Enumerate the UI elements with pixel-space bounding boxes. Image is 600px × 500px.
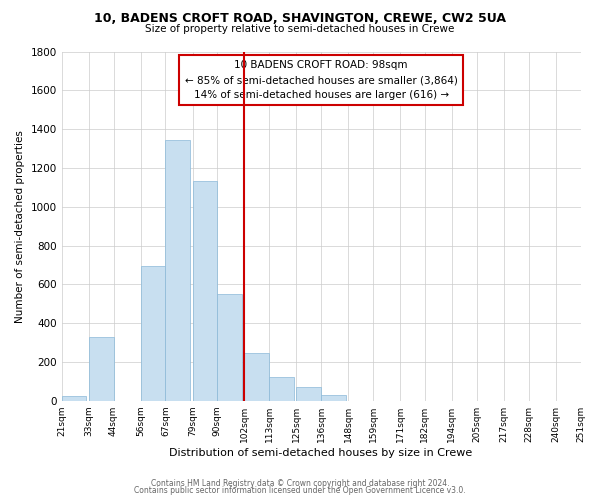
Bar (89, 336, 113, 400)
Bar (62, 396, 86, 400)
Bar (244, 353, 269, 401)
Text: Contains HM Land Registry data © Crown copyright and database right 2024.: Contains HM Land Registry data © Crown c… (151, 478, 449, 488)
Bar (296, 387, 321, 400)
Bar (269, 378, 294, 400)
Bar (193, 182, 217, 400)
Bar (166, 140, 190, 400)
X-axis label: Distribution of semi-detached houses by size in Crewe: Distribution of semi-detached houses by … (169, 448, 473, 458)
Text: Size of property relative to semi-detached houses in Crewe: Size of property relative to semi-detach… (145, 24, 455, 34)
Text: Contains public sector information licensed under the Open Government Licence v3: Contains public sector information licen… (134, 486, 466, 495)
Text: 10, BADENS CROFT ROAD, SHAVINGTON, CREWE, CW2 5UA: 10, BADENS CROFT ROAD, SHAVINGTON, CREWE… (94, 12, 506, 26)
Bar (321, 395, 346, 400)
Text: 10 BADENS CROFT ROAD: 98sqm
← 85% of semi-detached houses are smaller (3,864)
14: 10 BADENS CROFT ROAD: 98sqm ← 85% of sem… (185, 60, 458, 100)
Y-axis label: Number of semi-detached properties: Number of semi-detached properties (15, 130, 25, 322)
Bar (140, 266, 166, 400)
Bar (217, 294, 242, 401)
